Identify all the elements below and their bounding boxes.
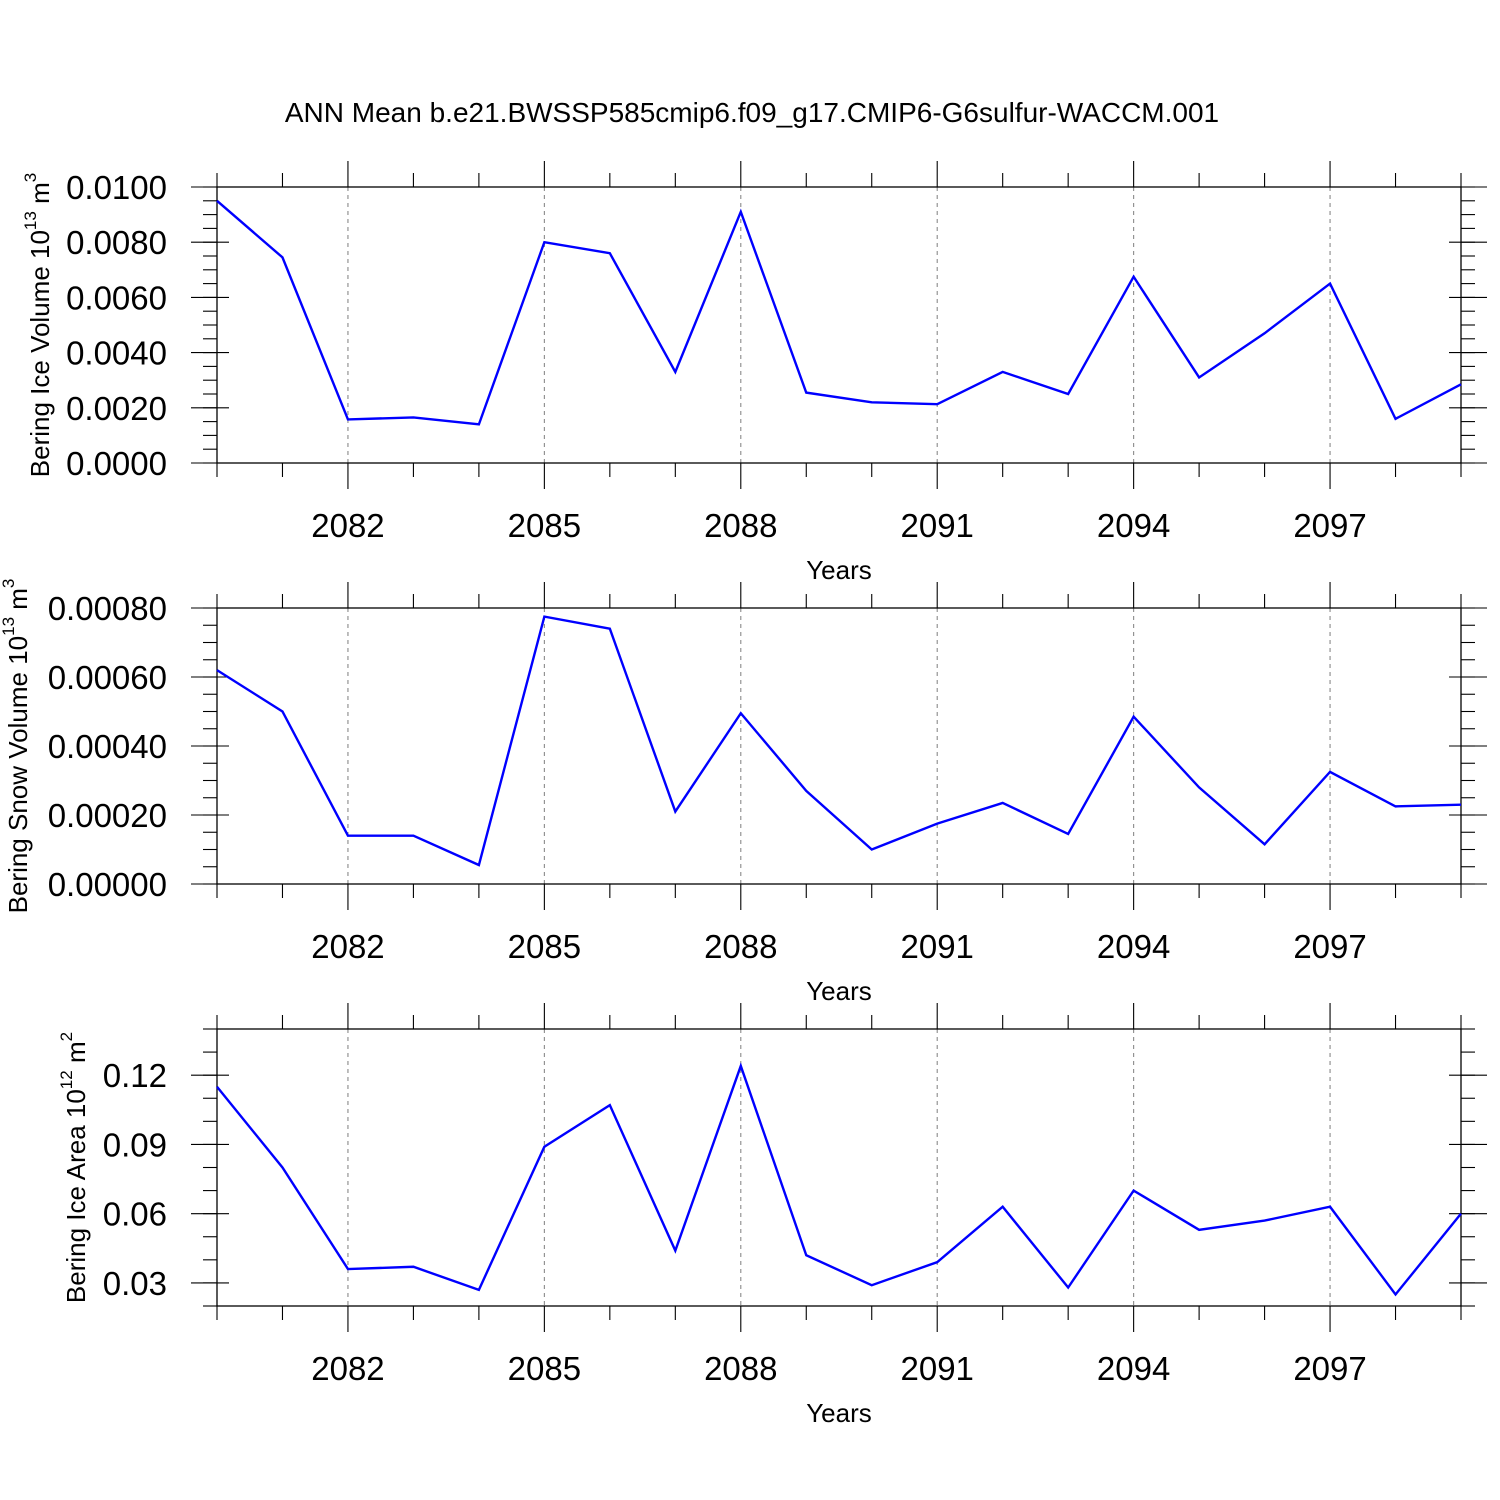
x-tick-label: 2097 xyxy=(1293,1350,1366,1387)
y-tick-label: 0.00020 xyxy=(48,797,167,834)
y-axis-label-superscript: 3 xyxy=(21,173,40,182)
y-tick-label: 0.12 xyxy=(103,1057,167,1094)
plot-frame xyxy=(216,1028,1462,1307)
y-tick-label: 0.00000 xyxy=(48,866,167,903)
x-tick-label: 2097 xyxy=(1293,928,1366,965)
chart-panels: 2082 2085 2088 2091 2094 2097 Years 0.0000 0.002… xyxy=(0,161,1487,1428)
chart-panel-1: 2082 2085 2088 2091 2094 2097 Years 0.0000 0.002… xyxy=(21,161,1487,585)
y-tick-label: 0.00080 xyxy=(48,590,167,627)
series-line-1 xyxy=(216,199,1462,426)
y-axis-label-part: m xyxy=(3,588,33,617)
x-axis-label: Years xyxy=(806,1398,872,1428)
y-axis-label: Bering Ice Area 1012 m2 xyxy=(57,1032,90,1303)
x-tick-label: 2082 xyxy=(311,1350,384,1387)
x-tick-label: 2082 xyxy=(311,928,384,965)
y-axis-label-part: Bering Ice Area 10 xyxy=(61,1089,91,1303)
y-axis-label: Bering Snow Volume 1013 m3 xyxy=(0,579,33,914)
x-tick-label: 2094 xyxy=(1097,507,1170,544)
y-tick-label: 0.0100 xyxy=(66,169,167,206)
figure-title: ANN Mean b.e21.BWSSP585cmip6.f09_g17.CMI… xyxy=(285,97,1219,128)
y-axis-label-part: m xyxy=(25,182,55,211)
y-tick-label: 0.0000 xyxy=(66,445,167,482)
y-tick-label: 0.03 xyxy=(103,1265,167,1302)
y-tick-label: 0.0060 xyxy=(66,279,167,316)
x-tick-label: 2094 xyxy=(1097,1350,1170,1387)
x-tick-label: 2094 xyxy=(1097,928,1170,965)
y-axis-label-superscript: 2 xyxy=(57,1032,76,1041)
x-tick-label: 2097 xyxy=(1293,507,1366,544)
y-axis-label-superscript: 12 xyxy=(57,1070,76,1089)
y-tick-label: 0.06 xyxy=(103,1196,167,1233)
y-tick-label: 0.00040 xyxy=(48,728,167,765)
y-axis-label-part: m xyxy=(61,1041,91,1070)
x-tick-label: 2085 xyxy=(508,1350,581,1387)
y-tick-label: 0.0040 xyxy=(66,335,167,372)
y-tick-label: 0.00060 xyxy=(48,659,167,696)
chart-panel-2: 2082 2085 2088 2091 2094 2097 Years 0.00000 0.00… xyxy=(0,579,1487,1006)
x-tick-label: 2085 xyxy=(508,928,581,965)
x-tick-label: 2088 xyxy=(704,507,777,544)
x-axis-label: Years xyxy=(806,555,872,585)
x-tick-label: 2085 xyxy=(508,507,581,544)
series-line-1 xyxy=(216,1062,1462,1297)
y-axis-label-part: Bering Ice Volume 10 xyxy=(25,230,55,477)
y-axis-label-superscript: 13 xyxy=(0,617,18,636)
x-tick-label: 2091 xyxy=(900,1350,973,1387)
chart-panel-3: 2082 2085 2088 2091 2094 2097 Years 0.03 0.06 0.0… xyxy=(57,1003,1487,1428)
y-axis-label: Bering Ice Volume 1013 m3 xyxy=(21,173,54,477)
y-axis-label-part: Bering Snow Volume 10 xyxy=(3,636,33,914)
y-axis-label-superscript: 3 xyxy=(0,579,18,588)
y-tick-label: 0.09 xyxy=(103,1126,167,1163)
x-tick-label: 2082 xyxy=(311,507,384,544)
plot-frame xyxy=(216,607,1462,885)
x-tick-label: 2091 xyxy=(900,928,973,965)
x-tick-label: 2088 xyxy=(704,1350,777,1387)
y-tick-label: 0.0080 xyxy=(66,224,167,261)
y-tick-label: 0.0020 xyxy=(66,390,167,427)
series-line-1 xyxy=(216,615,1462,867)
x-axis-label: Years xyxy=(806,976,872,1006)
x-tick-label: 2088 xyxy=(704,928,777,965)
y-axis-label-superscript: 13 xyxy=(21,211,40,230)
x-tick-label: 2091 xyxy=(900,507,973,544)
